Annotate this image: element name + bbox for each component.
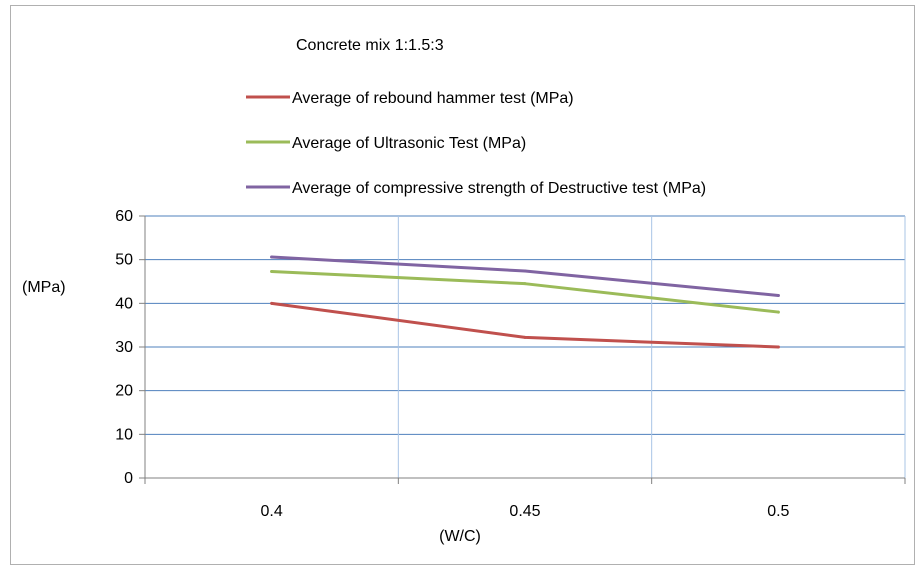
legend-label: Average of Ultrasonic Test (MPa): [292, 135, 526, 152]
y-tick-label: 20: [115, 383, 133, 400]
x-tick-label: 0.5: [767, 503, 789, 520]
data-point: [776, 310, 780, 314]
x-tick-label: 0.4: [261, 503, 283, 520]
chart-title: Concrete mix 1:1.5:3: [296, 37, 444, 54]
grid: [145, 215, 906, 478]
y-tick-label: 0: [124, 470, 133, 487]
data-point: [270, 301, 274, 305]
data-point: [270, 255, 274, 259]
data-point: [523, 335, 527, 339]
y-tick-label: 60: [115, 208, 133, 225]
line-chart: 0 10 20 30 40 50 60 0.4 0.45 0.5 Average of rebou…: [22, 37, 906, 545]
y-tick-label: 30: [115, 339, 133, 356]
chart-frame: [10, 5, 915, 565]
series-line: [270, 269, 780, 314]
data-point: [270, 269, 274, 273]
data-point: [776, 345, 780, 349]
legend-label: Average of rebound hammer test (MPa): [292, 90, 574, 107]
y-tick-label: 40: [115, 295, 133, 312]
x-tick-label: 0.45: [509, 503, 540, 520]
y-tick-label: 50: [115, 252, 133, 269]
y-axis-label: (MPa): [22, 279, 66, 296]
legend: Average of rebound hammer test (MPa) Aver…: [246, 90, 706, 197]
data-point: [523, 269, 527, 273]
data-point: [523, 282, 527, 286]
data-point: [776, 293, 780, 297]
legend-label: Average of compressive strength of Destr…: [292, 180, 706, 197]
y-tick-label: 10: [115, 426, 133, 443]
series-lines: [270, 255, 780, 349]
series-line: [270, 301, 780, 349]
axes: 0 10 20 30 40 50 60 0.4 0.45 0.5: [115, 208, 906, 520]
x-axis-label: (W/C): [439, 528, 481, 545]
